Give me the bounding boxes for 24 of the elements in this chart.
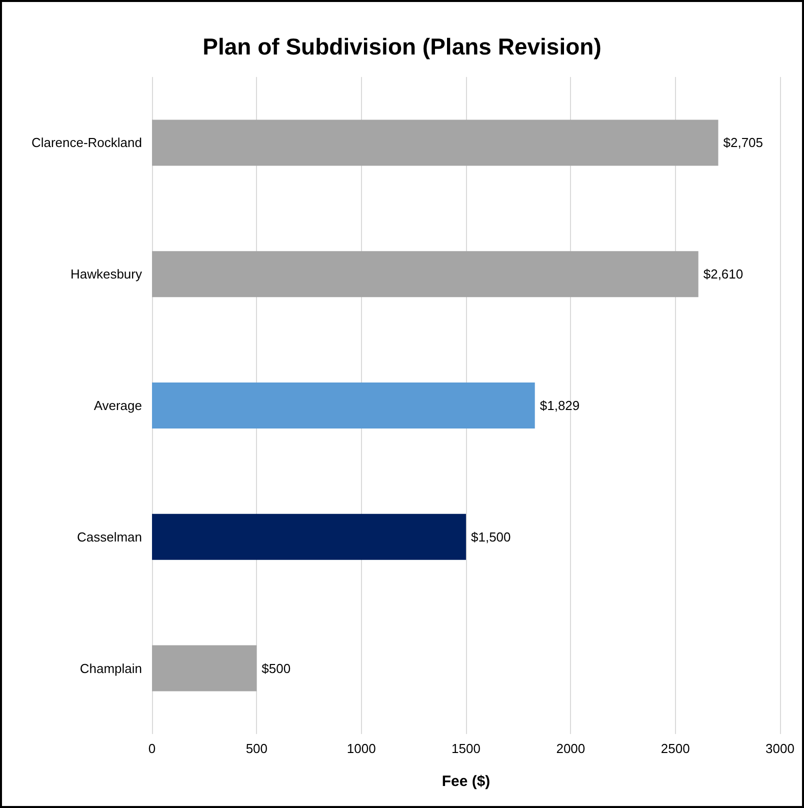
x-tick-label: 0 [148,741,156,756]
bar [152,382,535,428]
chart-title: Plan of Subdivision (Plans Revision) [202,34,602,60]
bar [152,120,718,166]
x-tick-label: 1000 [346,741,376,756]
x-axis-title: Fee ($) [442,773,490,790]
bar [152,251,698,298]
x-tick-label: 1500 [452,741,480,756]
x-tick-label: 2000 [556,741,586,756]
bar [152,514,466,560]
data-label: $1,500 [471,529,511,544]
x-tick-label: 2500 [660,741,690,756]
y-tick-label: Clarence-Rockland [31,135,142,150]
y-tick-label: Average [94,398,142,413]
data-label: $2,705 [723,135,764,150]
data-label: $500 [262,660,291,676]
data-label: $2,610 [703,266,744,282]
x-tick-label: 500 [246,741,268,756]
y-tick-label: Casselman [76,529,142,544]
bar [152,645,257,692]
y-tick-label: Hawkesbury [70,266,142,282]
data-label: $1,829 [540,398,580,413]
x-tick-label: 3000 [766,741,794,756]
y-tick-label: Champlain [80,660,142,676]
